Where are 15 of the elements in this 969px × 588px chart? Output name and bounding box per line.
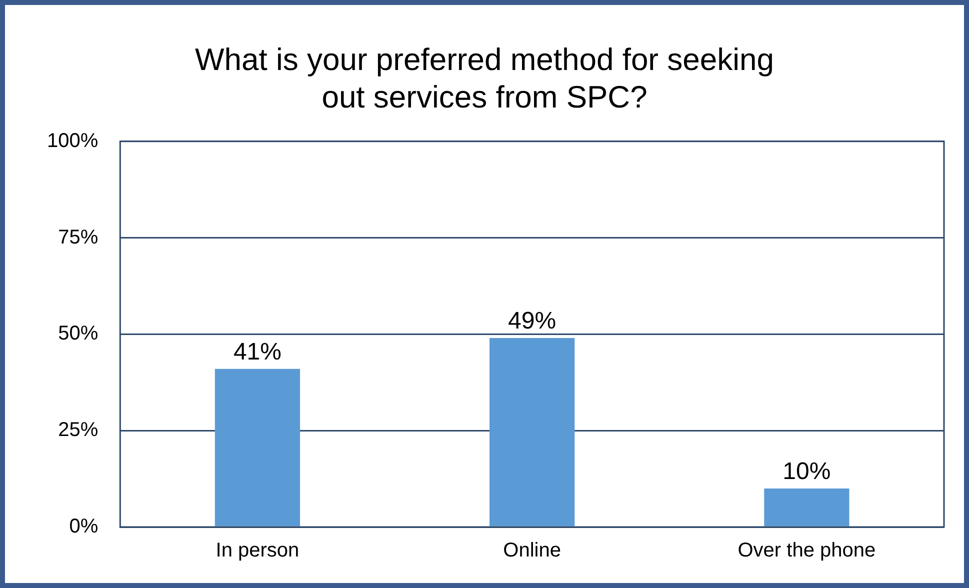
bar	[214, 368, 300, 526]
y-tick-label: 75%	[58, 226, 98, 248]
y-tick-label: 50%	[58, 322, 98, 345]
x-tick-label: In person	[216, 540, 300, 562]
chart-title: What is your preferred method for seeking out services from SPC?	[195, 42, 774, 114]
y-tick-label: 0%	[69, 516, 98, 538]
bar	[490, 338, 575, 526]
y-tick-label: 100%	[46, 130, 98, 152]
x-tick-label: Over the phone	[738, 540, 876, 562]
bar	[764, 488, 850, 526]
x-tick-label: Online	[503, 540, 561, 562]
data-label: 10%	[782, 458, 831, 486]
data-label: 49%	[508, 308, 556, 335]
y-tick-label: 25%	[58, 419, 98, 442]
data-label: 41%	[233, 338, 282, 366]
